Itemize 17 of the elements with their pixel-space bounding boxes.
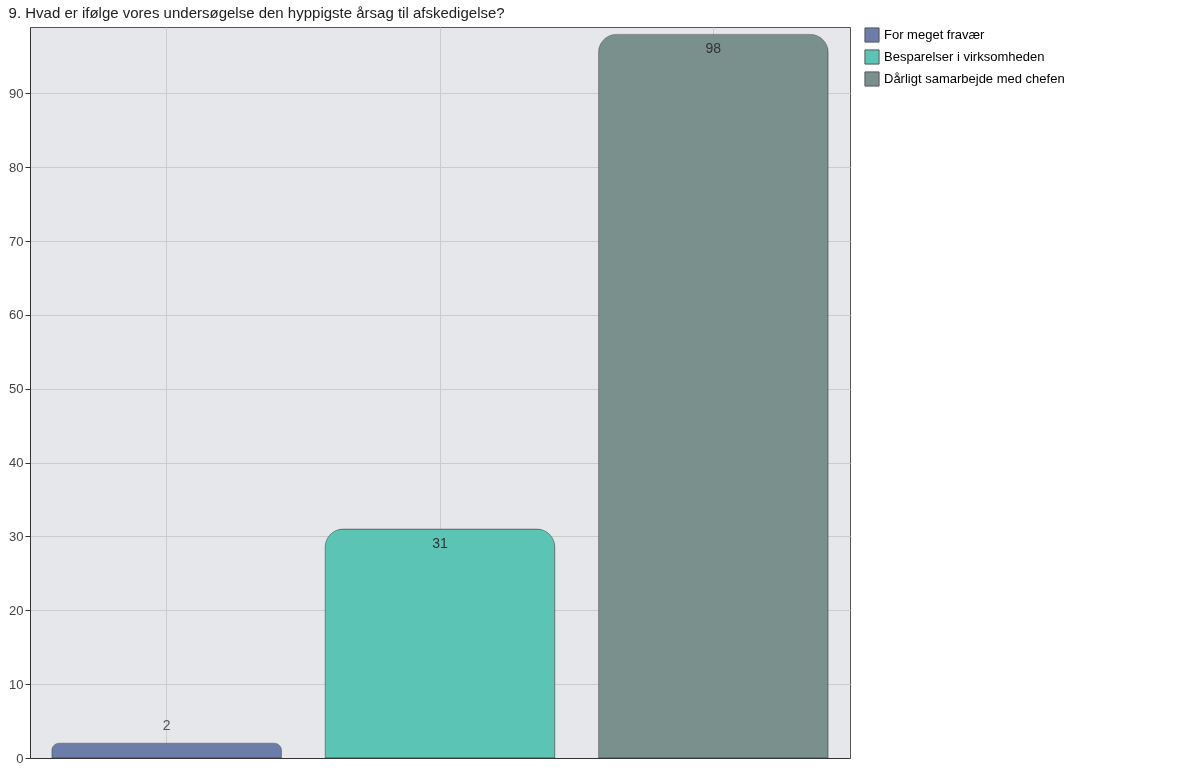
y-tick-label: 70 xyxy=(9,233,24,249)
data-label: 2 xyxy=(162,717,171,734)
data-label: 31 xyxy=(432,535,448,552)
y-tick-label: 60 xyxy=(9,307,24,323)
legend-label: Besparelser i virksomheden xyxy=(884,49,1045,64)
y-tick-label: 0 xyxy=(16,750,24,766)
y-tick-label: 20 xyxy=(9,602,24,618)
chart-title: 9. Hvad er ifølge vores undersøgelse den hyppigste årsag til afskedigelse? xyxy=(8,4,505,21)
legend-label: Dårligt samarbejde med chefen xyxy=(884,71,1065,86)
y-tick-label: 90 xyxy=(9,85,24,101)
legend-label: For meget fravær xyxy=(884,27,986,42)
y-tick-label: 50 xyxy=(9,381,24,397)
y-tick-label: 40 xyxy=(9,455,24,471)
y-tick-label: 30 xyxy=(9,528,24,544)
data-label: 98 xyxy=(705,40,722,57)
y-tick-label: 80 xyxy=(9,159,24,175)
y-tick-label: 10 xyxy=(9,676,24,692)
